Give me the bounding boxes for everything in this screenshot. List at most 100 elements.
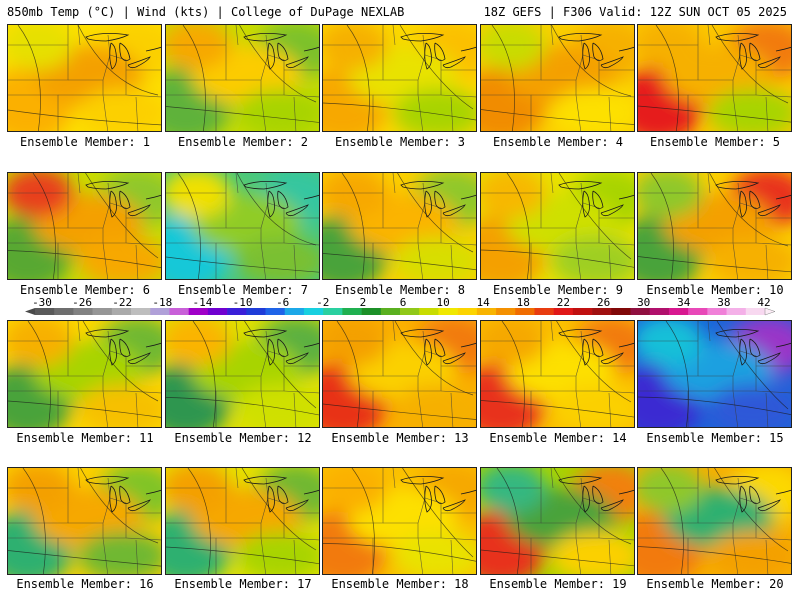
colorbar-segment — [572, 308, 593, 315]
ensemble-member-label: Ensemble Member: 7 — [177, 283, 309, 297]
colorbar-segment — [284, 308, 305, 315]
ensemble-member-label: Ensemble Member: 3 — [334, 135, 466, 149]
colorbar-segment — [400, 308, 420, 315]
ensemble-member-label: Ensemble Member: 19 — [489, 577, 627, 591]
colorbar-segment — [496, 308, 516, 315]
colorbar-segment — [188, 308, 209, 315]
colorbar-segment — [745, 308, 766, 315]
ensemble-member-map-13 — [322, 320, 477, 428]
colorbar-tick-label: 18 — [517, 296, 530, 309]
colorbar-segment — [92, 308, 113, 315]
ensemble-member-map-6 — [7, 172, 162, 280]
ensemble-member-map-14 — [480, 320, 635, 428]
model-run-info: 18Z GEFS | F306 Valid: 12Z SUN OCT 05 20… — [483, 5, 787, 19]
ensemble-member-map-7 — [165, 172, 320, 280]
colorbar-tick-label: 26 — [597, 296, 610, 309]
colorbar-tick-label: -18 — [152, 296, 172, 309]
colorbar-segment — [303, 308, 324, 315]
ensemble-member-label: Ensemble Member: 13 — [331, 431, 469, 445]
ensemble-member-map-20 — [637, 467, 792, 575]
colorbar-tick-label: 6 — [400, 296, 407, 309]
colorbar-tick-label: 42 — [757, 296, 770, 309]
colorbar-segment — [54, 308, 74, 315]
ensemble-member-map-2 — [165, 24, 320, 132]
colorbar-tick-label: -22 — [112, 296, 132, 309]
colorbar-segment — [611, 308, 631, 315]
colorbar-segment — [380, 308, 401, 315]
colorbar-segment — [169, 308, 189, 315]
ensemble-member-map-11 — [7, 320, 162, 428]
colorbar-segment — [457, 308, 478, 315]
ensemble-member-label: Ensemble Member: 14 — [489, 431, 627, 445]
ensemble-member-map-19 — [480, 467, 635, 575]
colorbar-tick-label: 10 — [436, 296, 449, 309]
ensemble-member-label: Ensemble Member: 6 — [19, 283, 151, 297]
colorbar-tick-label: -6 — [276, 296, 289, 309]
ensemble-member-label: Ensemble Member: 16 — [16, 577, 154, 591]
ensemble-member-label: Ensemble Member: 8 — [334, 283, 466, 297]
colorbar-tick-label: 34 — [677, 296, 691, 309]
ensemble-member-map-10 — [637, 172, 792, 280]
ensemble-member-label: Ensemble Member: 11 — [16, 431, 154, 445]
ensemble-member-label: Ensemble Member: 15 — [646, 431, 784, 445]
ensemble-member-label: Ensemble Member: 5 — [649, 135, 781, 149]
colorbar-segment — [534, 308, 554, 315]
colorbar-tick-label: 30 — [637, 296, 650, 309]
ensemble-member-map-4 — [480, 24, 635, 132]
ensemble-member-label: Ensemble Member: 20 — [646, 577, 784, 591]
ensemble-member-map-15 — [637, 320, 792, 428]
colorbar-tick-label: -14 — [192, 296, 212, 309]
colorbar-segment — [707, 308, 727, 315]
colorbar-segment — [515, 308, 535, 315]
colorbar-segment — [246, 308, 266, 315]
ensemble-member-map-3 — [322, 24, 477, 132]
colorbar-tick-label: 22 — [557, 296, 570, 309]
colorbar-tick-label: -10 — [233, 296, 253, 309]
ensemble-member-label: Ensemble Member: 18 — [331, 577, 469, 591]
colorbar-tick-label: -26 — [72, 296, 92, 309]
colorbar-segment — [323, 308, 343, 315]
colorbar-segment — [111, 308, 132, 315]
colorbar-segment — [726, 308, 747, 315]
colorbar-segment — [150, 308, 170, 315]
ensemble-member-label: Ensemble Member: 12 — [174, 431, 312, 445]
colorbar-segment — [131, 308, 151, 315]
ensemble-member-map-9 — [480, 172, 635, 280]
chart-title: 850mb Temp (°C) | Wind (kts) | College o… — [7, 5, 405, 19]
colorbar-segment — [207, 308, 228, 315]
colorbar-right-arrow — [764, 307, 776, 316]
colorbar-segment — [649, 308, 670, 315]
colorbar-segment — [361, 308, 382, 315]
ensemble-member-map-1 — [7, 24, 162, 132]
colorbar-segment — [419, 308, 439, 315]
ensemble-member-map-12 — [165, 320, 320, 428]
colorbar-tick-label: 14 — [477, 296, 491, 309]
ensemble-member-map-17 — [165, 467, 320, 575]
colorbar-segment — [438, 308, 458, 315]
ensemble-member-map-5 — [637, 24, 792, 132]
colorbar-segment — [630, 308, 651, 315]
colorbar-tick-label: -2 — [316, 296, 329, 309]
colorbar-segment — [553, 308, 574, 315]
ensemble-member-label: Ensemble Member: 2 — [177, 135, 309, 149]
temperature-colorbar: -30 -26 -22 -18 -14 -10 -6 -2 2 6 10 14 18 22 26 30 34 38… — [25, 296, 776, 316]
colorbar-tick-label: 2 — [360, 296, 367, 309]
ensemble-member-map-18 — [322, 467, 477, 575]
colorbar-segment — [73, 308, 93, 315]
colorbar-segment — [35, 308, 55, 315]
ensemble-member-map-16 — [7, 467, 162, 575]
ensemble-member-map-8 — [322, 172, 477, 280]
colorbar-left-arrow — [25, 308, 35, 315]
colorbar-segment — [265, 308, 286, 315]
colorbar-segment — [688, 308, 708, 315]
colorbar-tick-label: -30 — [32, 296, 52, 309]
ensemble-member-label: Ensemble Member: 1 — [19, 135, 151, 149]
ensemble-member-label: Ensemble Member: 10 — [646, 283, 784, 297]
colorbar-segment — [227, 308, 247, 315]
ensemble-member-label: Ensemble Member: 4 — [492, 135, 624, 149]
colorbar-segment — [668, 308, 689, 315]
colorbar-segment — [342, 308, 362, 315]
ensemble-member-label: Ensemble Member: 9 — [492, 283, 624, 297]
colorbar-segment — [592, 308, 612, 315]
colorbar-segment — [476, 308, 497, 315]
